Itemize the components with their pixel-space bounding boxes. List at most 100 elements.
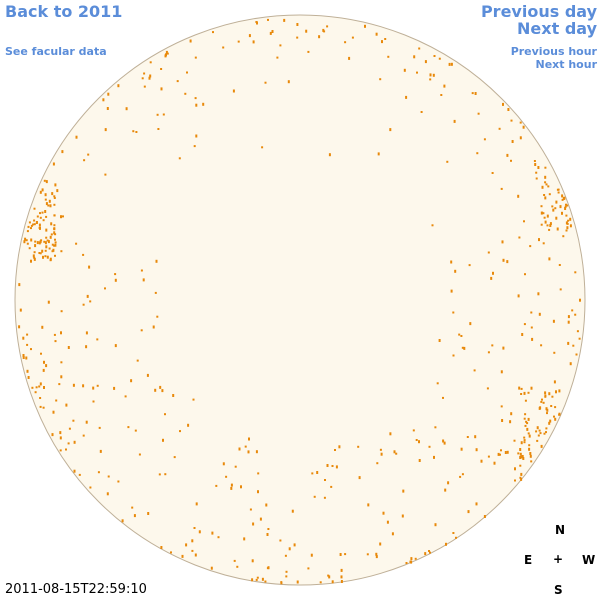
previous-hour-link[interactable]: Previous hour	[510, 45, 597, 58]
facula	[53, 195, 56, 198]
next-hour-link[interactable]: Next hour	[535, 58, 598, 71]
facula	[117, 480, 120, 483]
facula	[552, 208, 555, 212]
facula	[548, 421, 551, 425]
facula	[526, 427, 529, 431]
next-day-link[interactable]: Next day	[517, 19, 597, 38]
facula	[36, 215, 39, 218]
back-link[interactable]: Back to 2011	[5, 2, 123, 21]
facula	[44, 241, 47, 245]
facula	[526, 422, 529, 425]
facula	[557, 191, 560, 194]
facula	[506, 260, 509, 264]
facula	[414, 557, 417, 560]
facula	[27, 376, 30, 379]
facula	[59, 449, 62, 452]
facula	[535, 430, 538, 433]
facula	[522, 125, 525, 129]
facula	[518, 386, 521, 390]
facula	[322, 28, 325, 32]
facula	[54, 241, 57, 244]
facula	[454, 269, 457, 273]
facula	[285, 575, 288, 578]
facula	[498, 127, 501, 130]
facula	[305, 29, 308, 33]
facula	[49, 257, 52, 261]
facula	[51, 192, 54, 196]
facula	[538, 312, 541, 316]
facula	[555, 200, 558, 204]
facula	[487, 455, 490, 458]
facula	[561, 198, 564, 201]
facula	[510, 159, 512, 162]
facula	[96, 338, 99, 341]
facula	[520, 477, 523, 481]
facula	[523, 417, 526, 420]
facula	[72, 383, 75, 387]
facula	[344, 41, 347, 44]
facula	[39, 382, 42, 386]
facula	[146, 373, 149, 377]
facula	[34, 391, 37, 394]
facula	[34, 240, 37, 243]
facula	[546, 412, 548, 415]
facula	[237, 40, 240, 43]
facula	[467, 510, 470, 514]
facula	[26, 369, 29, 373]
facula	[541, 398, 543, 401]
facula	[82, 384, 85, 388]
facula	[255, 578, 258, 581]
facula	[559, 288, 562, 291]
facula	[524, 273, 526, 276]
facula	[473, 369, 476, 372]
facula	[531, 337, 534, 341]
facula	[184, 92, 187, 95]
facula	[142, 278, 145, 282]
facula	[257, 490, 259, 494]
facula	[287, 80, 290, 84]
facula	[377, 152, 380, 156]
facula	[418, 47, 421, 50]
facula	[261, 577, 264, 581]
facula	[33, 257, 36, 261]
facula	[130, 379, 133, 383]
facula	[537, 292, 540, 296]
facula	[523, 391, 526, 395]
facula	[538, 429, 541, 432]
facula	[319, 581, 322, 584]
facula	[178, 157, 181, 160]
facula	[536, 426, 539, 430]
facula	[455, 536, 457, 539]
facula	[572, 344, 575, 347]
facula	[45, 202, 48, 206]
facula	[461, 346, 464, 349]
facula	[424, 552, 427, 556]
facula	[507, 108, 510, 111]
facula	[211, 531, 214, 535]
facula	[530, 311, 533, 314]
facula	[569, 362, 572, 366]
facula	[38, 223, 41, 227]
facula	[248, 437, 250, 441]
facula	[18, 325, 21, 329]
facula	[565, 214, 568, 217]
facula	[510, 412, 513, 416]
facula	[46, 239, 49, 242]
facula	[452, 354, 455, 357]
facula	[230, 483, 233, 487]
previous-day-link[interactable]: Previous day	[480, 2, 597, 21]
facular-link[interactable]: See facular data	[5, 45, 107, 58]
facula	[567, 315, 570, 319]
facula	[431, 224, 434, 227]
facula	[44, 255, 47, 258]
facula	[544, 220, 547, 224]
facula	[534, 163, 537, 166]
facula	[536, 439, 539, 442]
facula	[267, 528, 270, 530]
facula	[117, 84, 120, 88]
facula	[39, 405, 42, 408]
facula	[502, 258, 505, 262]
facula	[463, 346, 466, 350]
